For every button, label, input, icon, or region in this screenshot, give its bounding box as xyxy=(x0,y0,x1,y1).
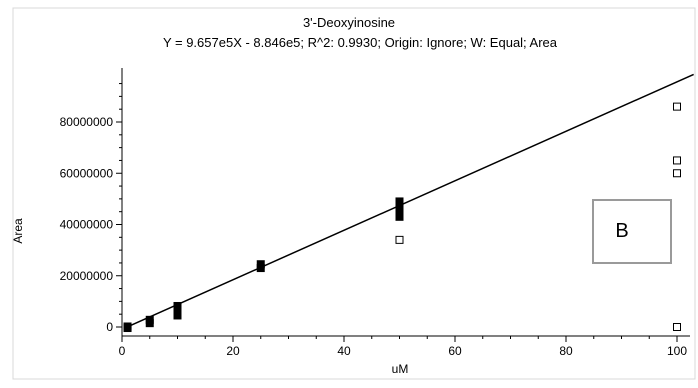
x-tick-label: 40 xyxy=(337,344,351,358)
data-point-open xyxy=(673,169,681,178)
y-tick-label: 0 xyxy=(106,320,113,334)
x-axis-label: uM xyxy=(392,362,409,376)
annotation-box xyxy=(592,199,672,264)
data-point-open xyxy=(673,323,681,331)
data-point-open xyxy=(673,156,681,165)
y-tick-label: 20000000 xyxy=(60,269,114,283)
chart-subtitle: Y = 9.657e5X - 8.846e5; R^2: 0.9930; Ori… xyxy=(163,35,558,50)
x-tick-label: 20 xyxy=(226,344,240,358)
data-point xyxy=(145,315,154,324)
x-tick-label: 0 xyxy=(119,344,126,358)
y-axis-label: Area xyxy=(11,218,25,244)
data-point xyxy=(395,197,404,206)
chart-title: 3'-Deoxyinosine xyxy=(303,15,395,30)
data-point xyxy=(173,301,182,310)
x-tick-label: 60 xyxy=(448,344,462,358)
y-tick-label: 40000000 xyxy=(60,218,114,232)
data-point xyxy=(256,260,265,269)
y-tick-label: 80000000 xyxy=(60,115,114,129)
y-tick-label: 60000000 xyxy=(60,166,114,180)
data-point-open xyxy=(395,235,404,244)
fit-line xyxy=(127,73,694,328)
data-point-open xyxy=(673,102,681,111)
x-tick-label: 100 xyxy=(667,344,687,358)
annotation-label: B xyxy=(615,220,628,242)
data-point xyxy=(123,322,132,331)
x-tick-label: 80 xyxy=(559,344,573,358)
chart-frame xyxy=(12,7,696,380)
